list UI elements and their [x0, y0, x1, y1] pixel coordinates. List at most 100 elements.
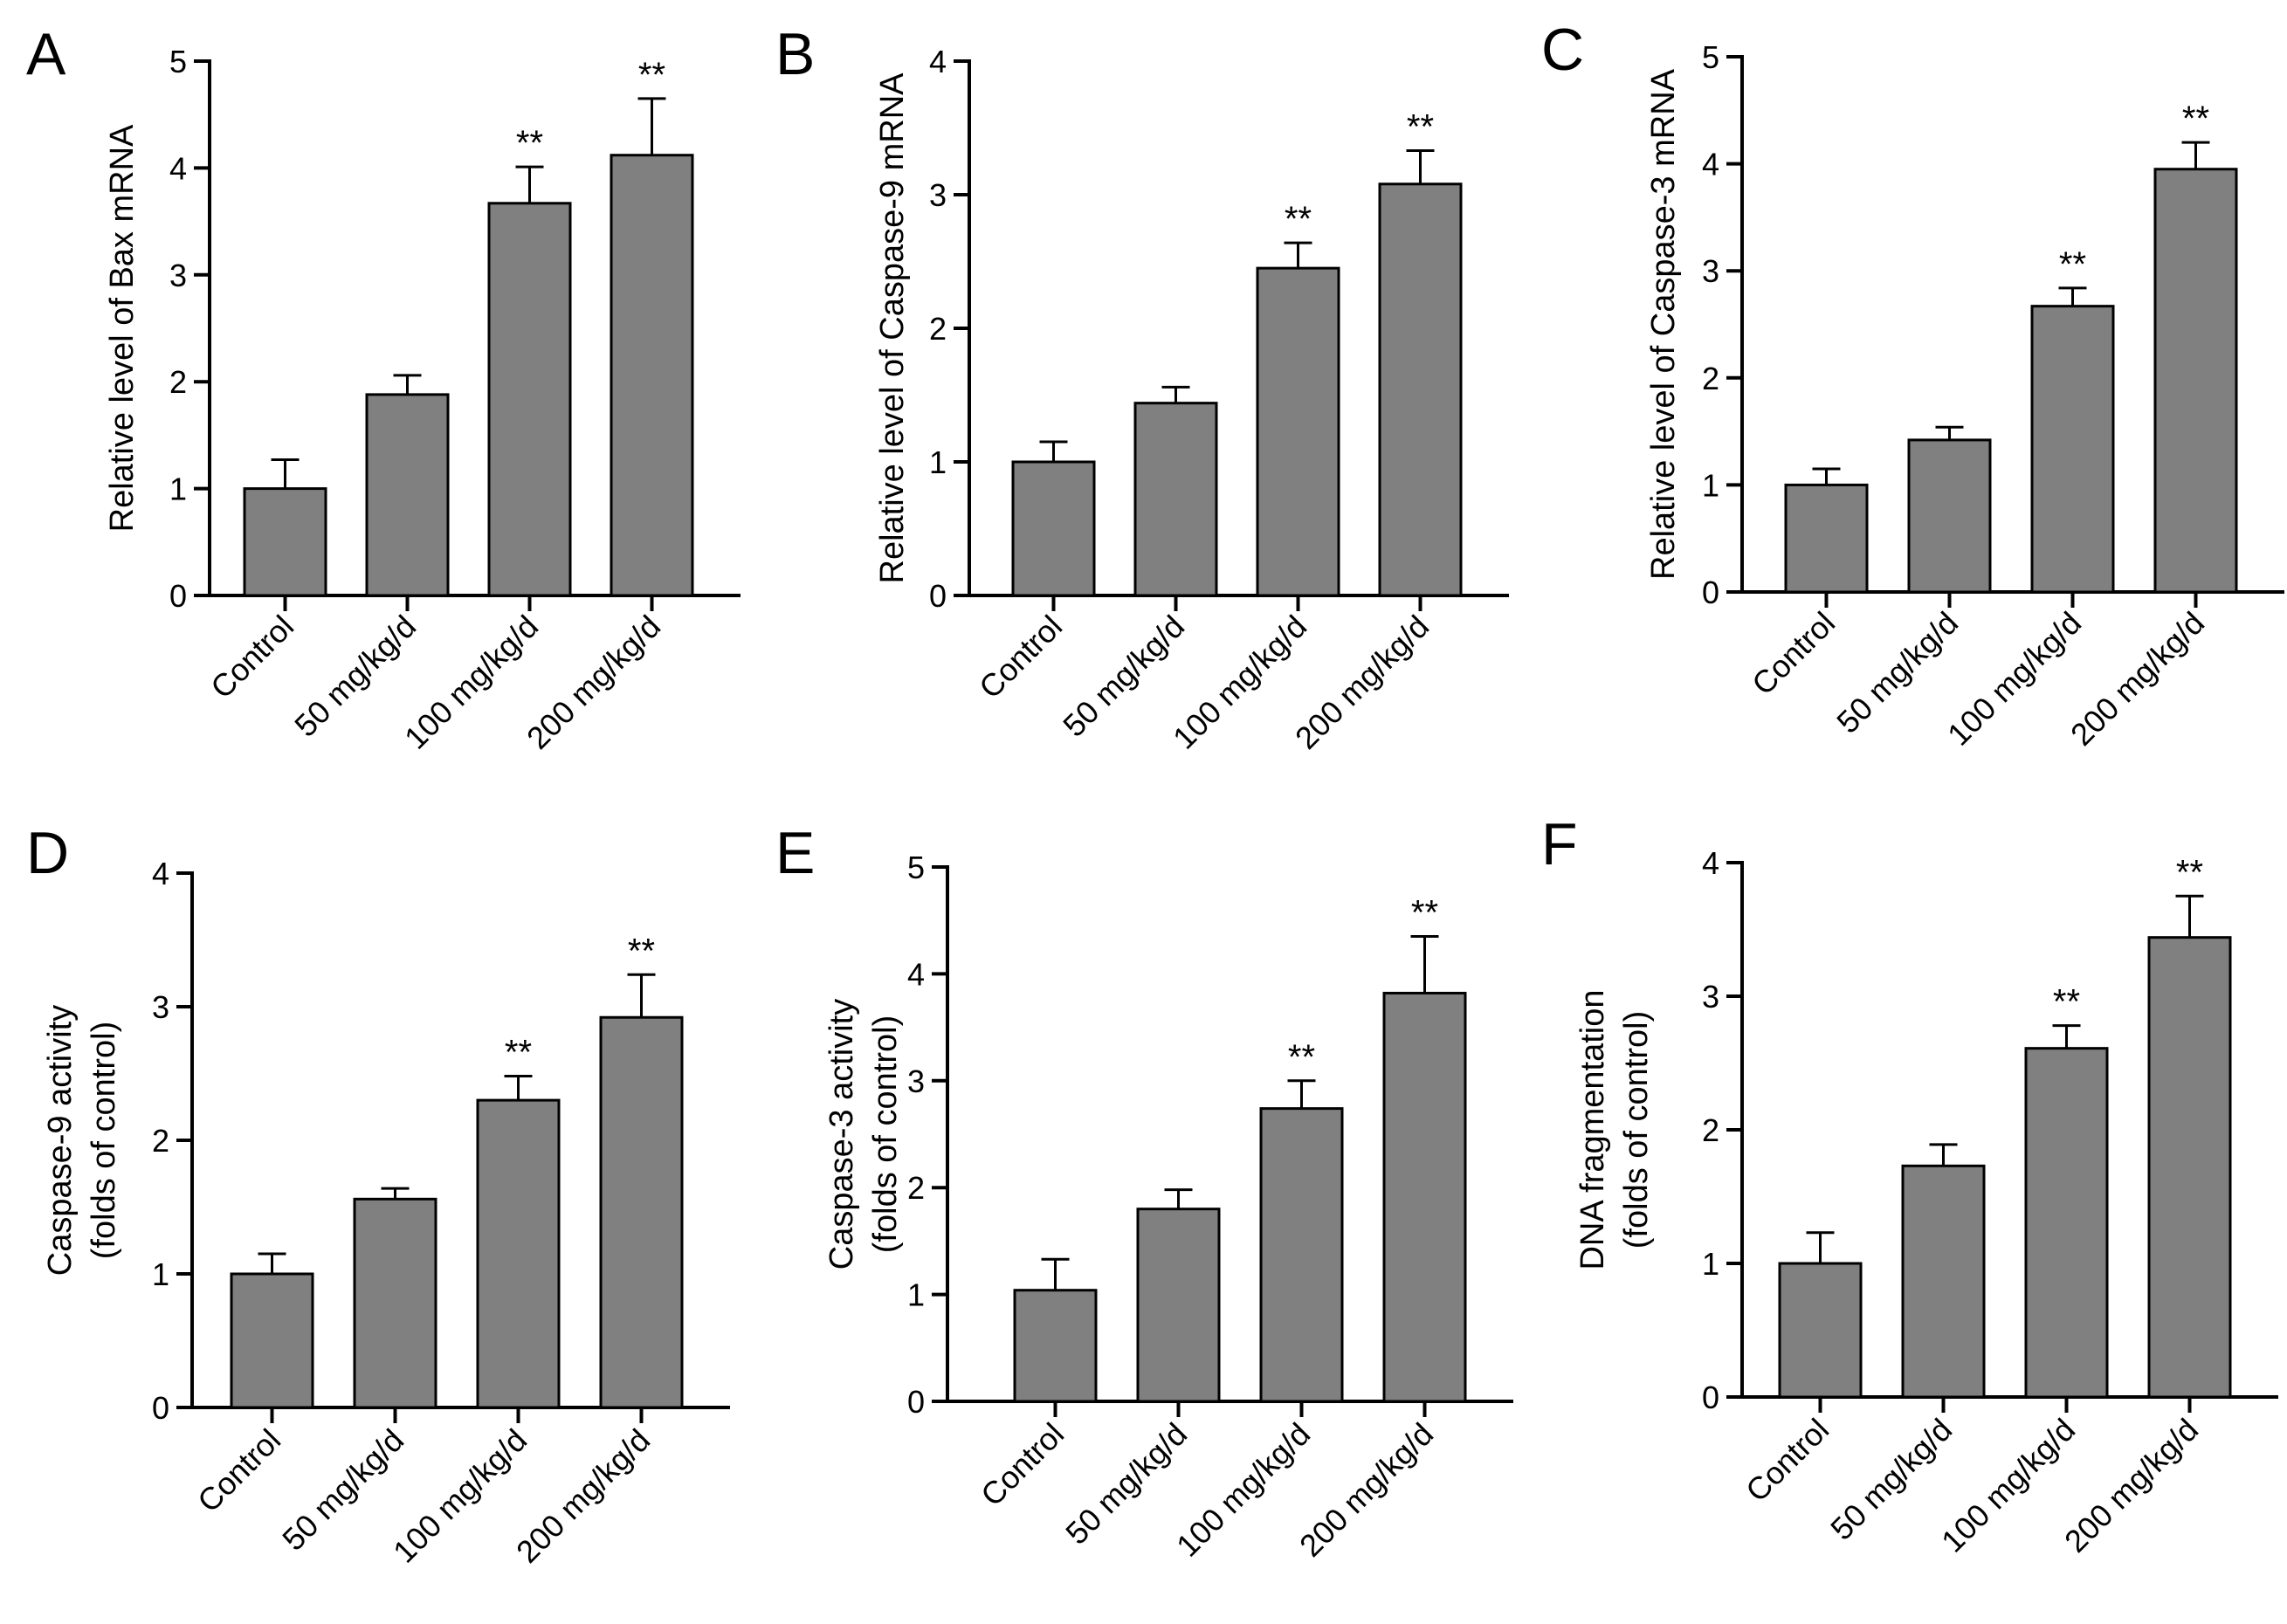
- bar-e: [1013, 1289, 1098, 1403]
- y-axis-label-line: (folds of control): [86, 1022, 122, 1259]
- bar-b: [1133, 402, 1218, 597]
- y-axis-label-line: Relative level of Caspase-3 mRNA: [1645, 68, 1682, 580]
- bar-c: [2030, 305, 2115, 594]
- panel-letter-f: F: [1541, 811, 1578, 877]
- bar-c: [1784, 483, 1869, 594]
- y-tick-label-c: 5: [1702, 39, 1719, 75]
- category-label-d: Control: [190, 1422, 287, 1519]
- y-tick-label-c: 0: [1702, 575, 1719, 610]
- y-tick-label-c: 1: [1702, 467, 1719, 503]
- category-label-a: 50 mg/kg/d: [287, 609, 423, 744]
- y-tick-label-e: 2: [907, 1170, 925, 1206]
- bar-b: [1011, 460, 1096, 597]
- y-tick-label-f: 4: [1702, 845, 1719, 881]
- bar-e: [1136, 1208, 1221, 1403]
- bar-e: [1382, 991, 1467, 1403]
- significance-mark-d: **: [628, 932, 655, 970]
- bar-c: [1907, 438, 1992, 594]
- category-label-b: Control: [972, 609, 1069, 705]
- bar-c: [2153, 168, 2238, 594]
- bar-a: [487, 202, 572, 597]
- bar-a: [610, 154, 694, 597]
- y-tick-label-b: 4: [929, 44, 947, 79]
- y-tick-label-e: 0: [907, 1384, 925, 1420]
- category-label-c: 200 mg/kg/d: [2063, 605, 2211, 753]
- y-axis-label-line: (folds of control): [867, 1015, 904, 1253]
- y-tick-label-b: 3: [929, 177, 947, 213]
- y-tick-label-a: 5: [169, 44, 187, 79]
- y-tick-label-c: 3: [1702, 253, 1719, 289]
- bar-d: [476, 1098, 561, 1409]
- panel-d: D 0 1 2 3 4 Caspase-9 activity (folds of contro…: [26, 820, 730, 1570]
- bar-e: [1259, 1107, 1344, 1403]
- category-label-c: 50 mg/kg/d: [1829, 605, 1965, 740]
- y-tick-label-a: 2: [169, 364, 187, 400]
- bar-b: [1256, 266, 1340, 597]
- bar-b: [1378, 182, 1463, 597]
- panel-letter-b: B: [775, 21, 815, 87]
- y-tick-label-d: 0: [152, 1390, 169, 1426]
- y-axis-label-line: Relative level of Bax mRNA: [104, 124, 141, 532]
- y-tick-label-a: 4: [169, 150, 187, 186]
- significance-mark-c: **: [2182, 100, 2209, 138]
- category-label-f: 50 mg/kg/d: [1823, 1412, 1959, 1547]
- significance-mark-a: **: [638, 56, 665, 94]
- panel-f: F 0 1 2 3 4 DNA fragmentation (folds of control…: [1541, 811, 2278, 1559]
- y-tick-label-c: 4: [1702, 147, 1719, 182]
- panel-letter-a: A: [26, 21, 66, 87]
- bar-f: [1778, 1262, 1863, 1399]
- significance-mark-b: **: [1407, 108, 1434, 147]
- y-axis-label-d: Caspase-9 activity (folds of control): [42, 1005, 122, 1276]
- panel-a: A 0 1 2 3 4 5 Relative level of Bax mRNA Control…: [26, 21, 741, 756]
- panel-letter-e: E: [775, 820, 815, 886]
- bar-d: [230, 1272, 314, 1409]
- significance-mark-c: **: [2059, 245, 2086, 284]
- y-axis-label-c: Relative level of Caspase-3 mRNA: [1645, 68, 1682, 580]
- panel-b: B 0 1 2 3 4 Relative level of Caspase-9 mRNA Co…: [775, 21, 1509, 756]
- y-tick-label-f: 0: [1702, 1380, 1719, 1415]
- bar-d: [353, 1197, 437, 1409]
- y-tick-label-a: 1: [169, 471, 187, 507]
- category-label-b: 50 mg/kg/d: [1056, 609, 1191, 744]
- category-label-f: 200 mg/kg/d: [2057, 1412, 2205, 1559]
- bar-a: [243, 487, 327, 597]
- y-axis-label-b: Relative level of Caspase-9 mRNA: [874, 72, 911, 584]
- y-tick-label-d: 3: [152, 989, 169, 1025]
- bar-f: [2147, 936, 2232, 1399]
- significance-mark-e: **: [1288, 1038, 1315, 1077]
- category-label-e: 50 mg/kg/d: [1058, 1416, 1194, 1552]
- category-label-e: 200 mg/kg/d: [1292, 1416, 1440, 1564]
- significance-mark-d: **: [505, 1034, 532, 1072]
- category-label-c: Control: [1745, 605, 1842, 702]
- significance-mark-f: **: [2053, 983, 2080, 1022]
- panel-c: C 0 1 2 3 4 5 Relative level of Caspase-3 mRNA C…: [1541, 17, 2284, 753]
- panel-letter-d: D: [26, 820, 69, 886]
- y-axis-label-line: Caspase-3 activity: [823, 999, 860, 1270]
- y-tick-label-e: 4: [907, 956, 925, 992]
- y-tick-label-b: 2: [929, 311, 947, 347]
- y-axis-label-f: DNA fragmentation (folds of control): [1574, 989, 1655, 1270]
- y-tick-label-d: 1: [152, 1256, 169, 1292]
- y-tick-label-b: 0: [929, 578, 947, 614]
- category-label-a: Control: [203, 609, 300, 705]
- y-tick-label-d: 4: [152, 856, 169, 891]
- y-axis-label-line: (folds of control): [1618, 1011, 1655, 1249]
- y-axis-label-a: Relative level of Bax mRNA: [104, 124, 141, 532]
- bar-a: [365, 393, 450, 597]
- panel-e: E 0 1 2 3 4 5 Caspase-3 activity (folds of contr…: [775, 820, 1513, 1564]
- y-axis-label-e: Caspase-3 activity (folds of control): [823, 999, 904, 1270]
- significance-mark-f: **: [2176, 853, 2203, 891]
- y-tick-label-d: 2: [152, 1123, 169, 1159]
- y-tick-label-f: 3: [1702, 979, 1719, 1015]
- significance-mark-a: **: [516, 124, 543, 162]
- category-label-d: 200 mg/kg/d: [509, 1422, 657, 1570]
- y-tick-label-b: 1: [929, 444, 947, 480]
- y-tick-label-f: 1: [1702, 1246, 1719, 1282]
- category-label-f: Control: [1739, 1412, 1836, 1509]
- y-tick-label-f: 2: [1702, 1112, 1719, 1148]
- bar-f: [1901, 1164, 1986, 1399]
- category-label-e: Control: [974, 1416, 1071, 1513]
- panel-letter-c: C: [1541, 17, 1584, 83]
- significance-mark-b: **: [1285, 200, 1312, 238]
